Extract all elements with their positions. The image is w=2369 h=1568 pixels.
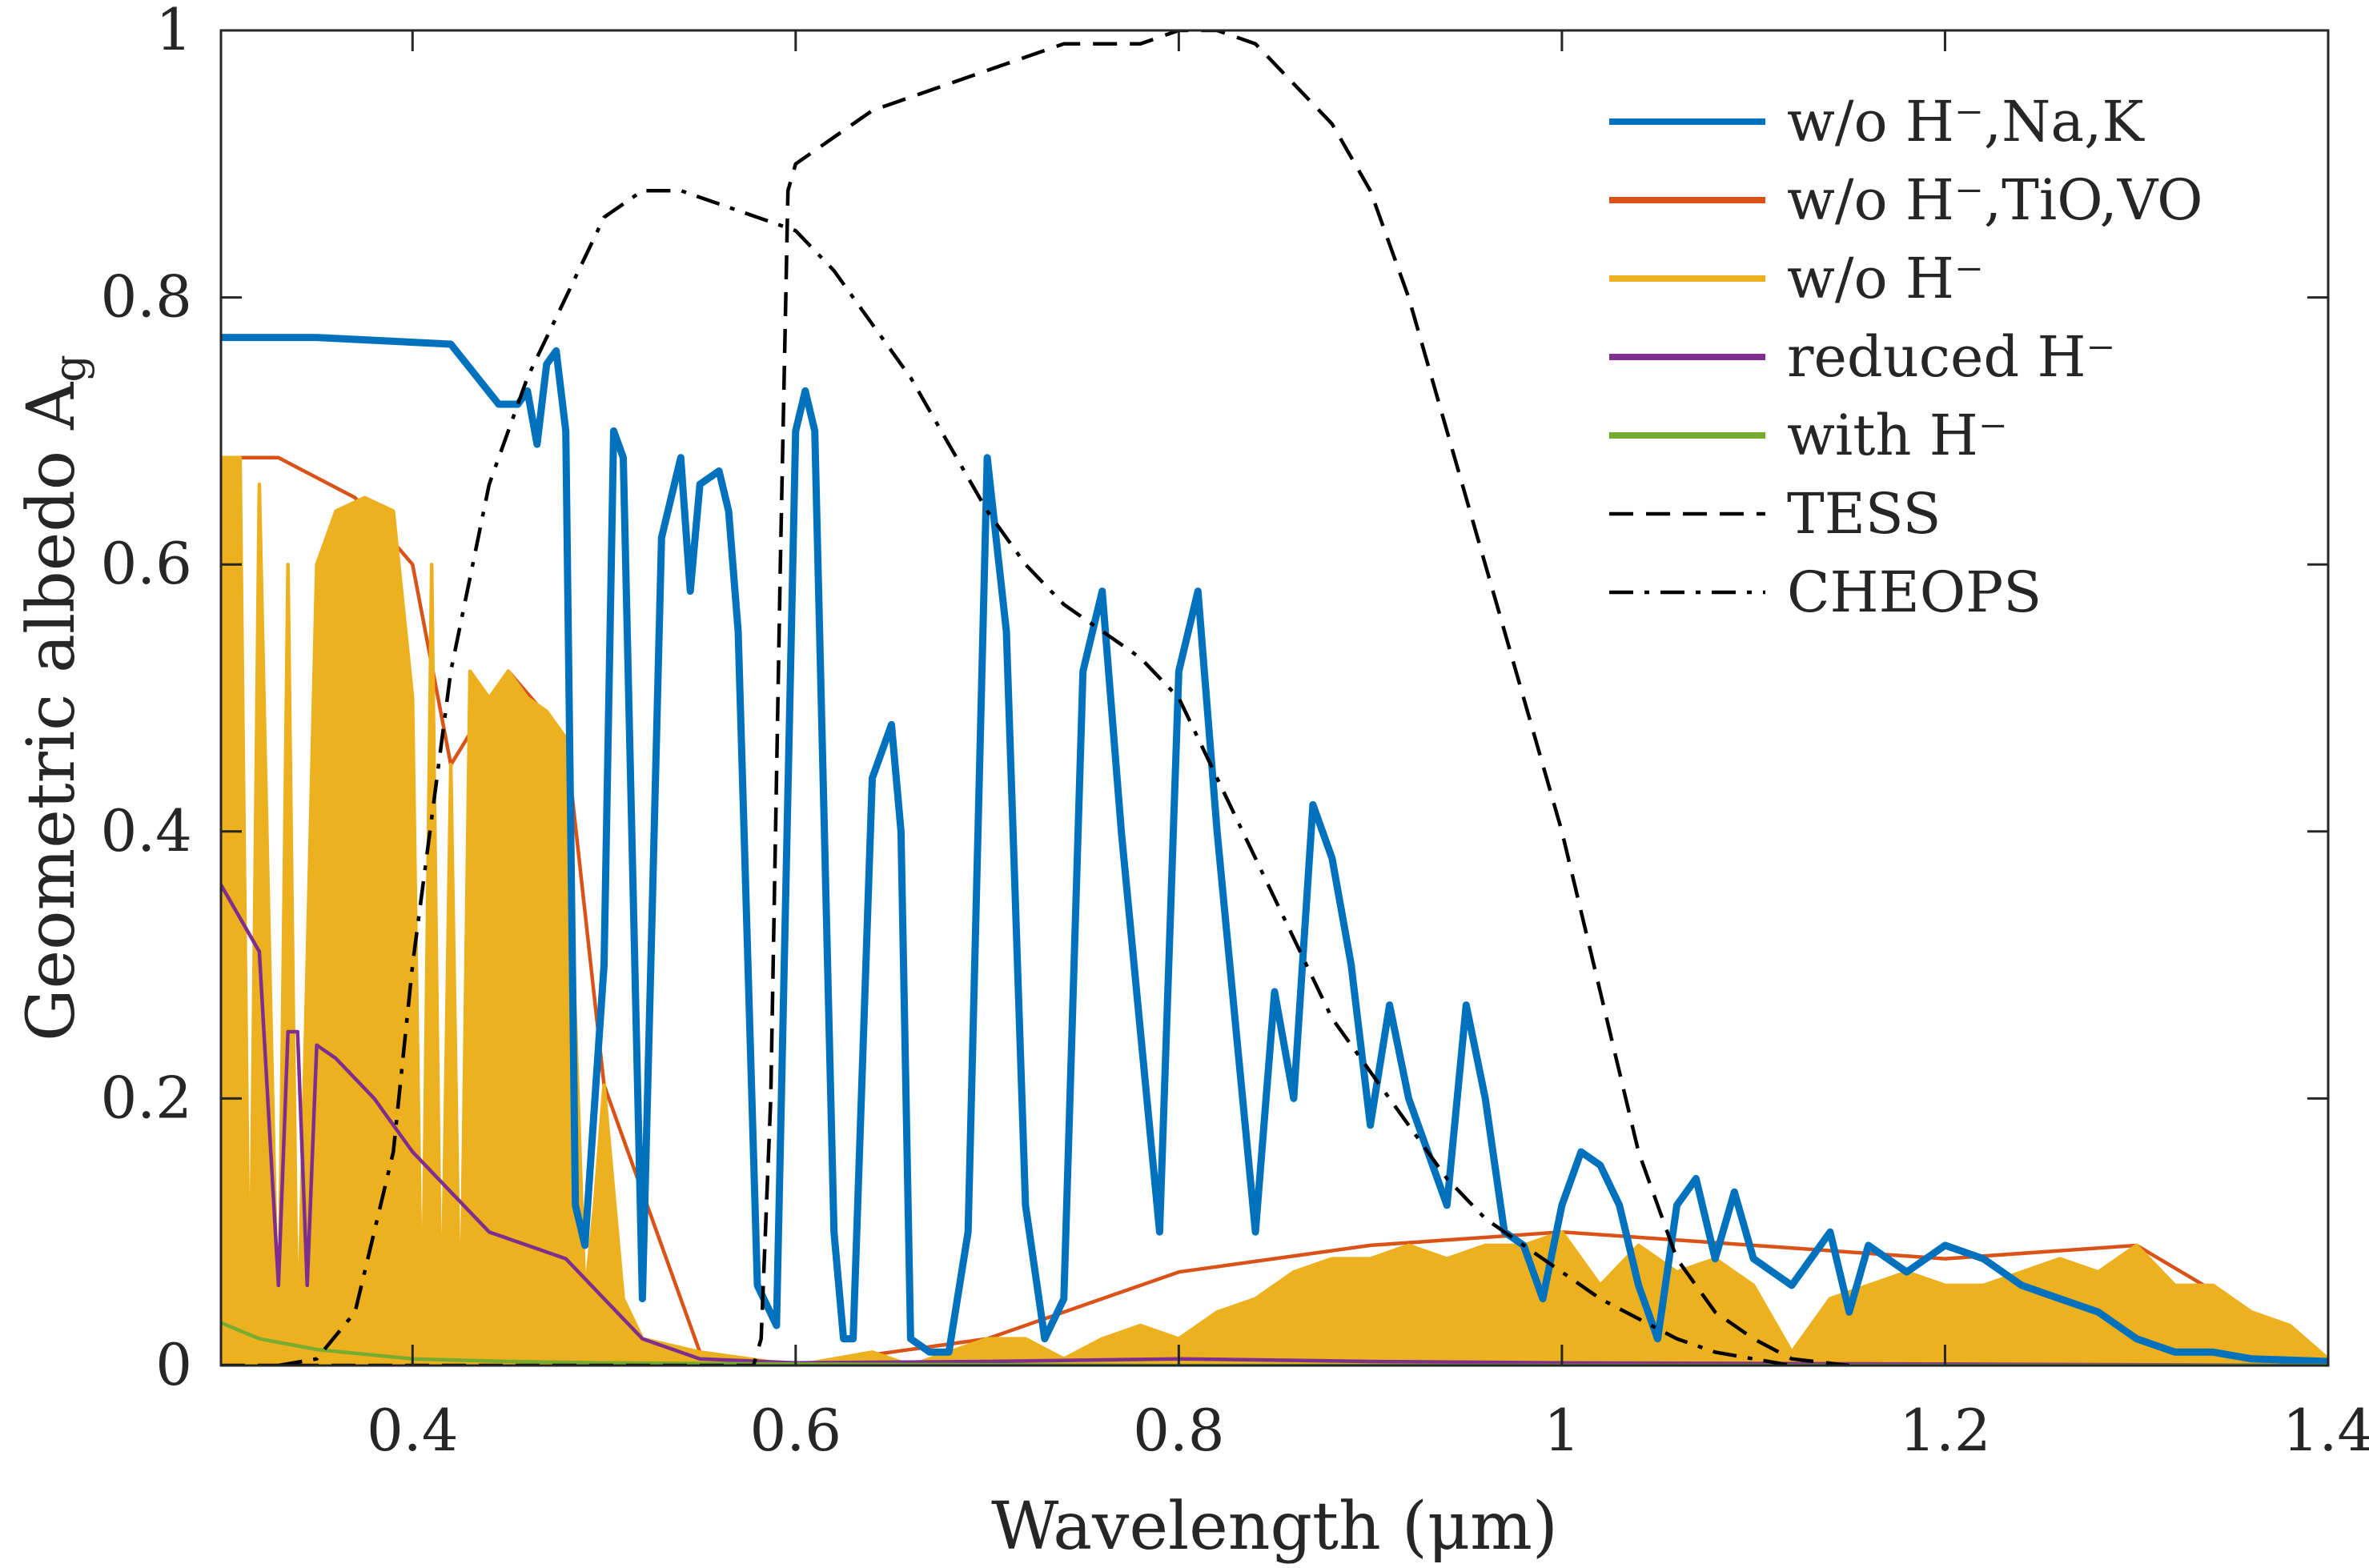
plot-frame [219, 29, 2330, 1367]
x-axis-label: Wavelength (μm) [991, 1489, 1558, 1565]
legend-label-w-o-h-na-k: w/o H⁻,Na,K [1787, 89, 2145, 154]
series-line-with-h [221, 1321, 2328, 1365]
series-layer [221, 30, 2328, 1365]
x-tick-label: 1 [1544, 1397, 1580, 1464]
y-tick-label: 0.4 [100, 797, 192, 864]
y-axis-label-subscript: g [45, 355, 95, 383]
legend: w/o H⁻,Na,K w/o H⁻,TiO,VO w/o H⁻ reduced H⁻… [1609, 89, 2202, 625]
y-axis-label: Geometric albedo Ag [14, 355, 95, 1041]
y-tick-label: 0.6 [100, 530, 192, 597]
legend-label-w-o-h: w/o H⁻ [1787, 246, 1984, 311]
x-tick-label: 1.4 [2283, 1397, 2369, 1464]
legend-label-tess: TESS [1787, 481, 1941, 547]
y-tick-label: 0.2 [100, 1064, 192, 1131]
x-tick-label: 0.6 [750, 1397, 842, 1464]
legend-label-with-h: with H⁻ [1787, 403, 2008, 468]
ticks-layer: 0.4 0.6 0.8 1 1.2 1.4 0 0.2 0.4 0.6 0.8 1 [100, 0, 2369, 1464]
x-tick-label: 1.2 [1899, 1397, 1991, 1464]
legend-label-w-o-h-tio-vo: w/o H⁻,TiO,VO [1787, 167, 2202, 233]
legend-label-cheops: CHEOPS [1787, 559, 2042, 625]
series-line-cheops [278, 188, 1793, 1365]
series-line-reduced-h [221, 884, 2328, 1365]
legend-label-reduced-h: reduced H⁻ [1787, 324, 2115, 390]
y-tick-label: 0.8 [100, 263, 192, 331]
series-line-w-o-h [221, 455, 2328, 1365]
y-tick-label: 0 [155, 1331, 192, 1398]
series-line-w-o-h-na-k [221, 334, 2328, 1365]
x-tick-label: 0.4 [367, 1397, 459, 1464]
series-line-tess [221, 30, 1850, 1365]
series-fill-w-o-h [221, 457, 2328, 1365]
x-tick-label: 0.8 [1133, 1397, 1225, 1464]
y-tick-label: 1 [155, 0, 192, 63]
